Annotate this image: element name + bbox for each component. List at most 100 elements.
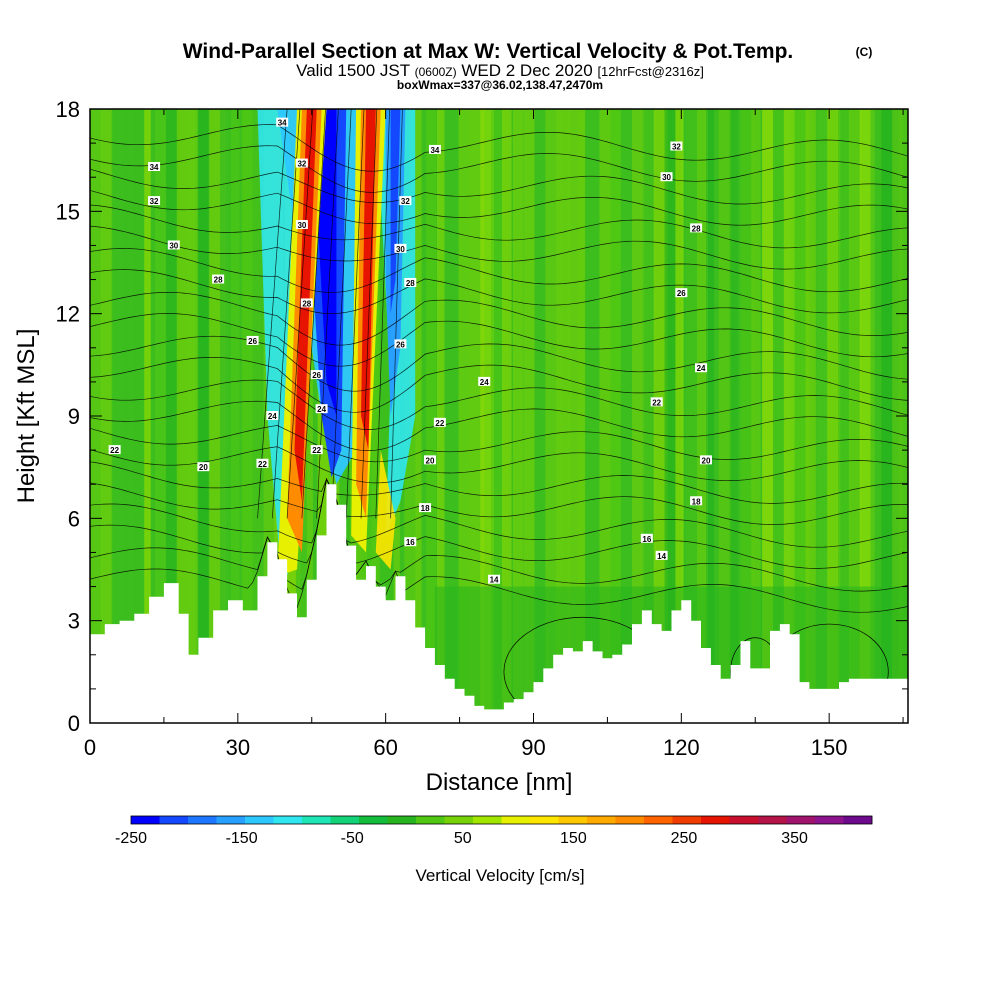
- theta-contour-label: 24: [695, 363, 708, 373]
- velocity-field-stripe: [458, 109, 470, 723]
- updraft-right-red: [361, 109, 376, 451]
- theta-contour-label: 16: [404, 537, 417, 547]
- theta-contour-line-steep: [301, 109, 326, 519]
- colorbar-tick-label: 50: [454, 830, 472, 847]
- chart-title-mark: (C): [856, 45, 873, 59]
- colorbar-tick-label: -150: [226, 830, 258, 847]
- theta-contour-line-steep: [257, 109, 288, 519]
- svg-text:14: 14: [657, 552, 666, 561]
- svg-text:34: 34: [150, 163, 159, 172]
- velocity-field-stripe: [480, 109, 495, 723]
- velocity-field-stripe: [198, 109, 209, 723]
- colorbar-swatch: [444, 816, 474, 824]
- theta-contour-label: 34: [428, 144, 441, 155]
- velocity-field-stripe: [187, 109, 198, 723]
- theta-contour-line: [90, 204, 908, 249]
- velocity-field-stripe: [230, 109, 240, 723]
- subtitle-utc-time: (0600Z): [415, 65, 457, 79]
- theta-contour-line: [90, 478, 908, 592]
- theta-contour-label: 32: [148, 196, 161, 206]
- velocity-field-stripe: [415, 109, 422, 723]
- theta-contour-label: 30: [394, 243, 407, 254]
- chart-title: Wind-Parallel Section at Max W: Vertical…: [183, 40, 794, 63]
- theta-contour-label: 22: [650, 397, 663, 407]
- velocity-field-stripe: [426, 109, 437, 723]
- svg-text:32: 32: [150, 197, 159, 206]
- colorbar-tick-label: -50: [341, 830, 364, 847]
- velocity-field-stripe: [371, 109, 380, 723]
- svg-text:32: 32: [297, 160, 306, 169]
- colorbar-swatch: [729, 816, 759, 824]
- velocity-field-stripe: [534, 109, 547, 723]
- theta-contours: [90, 109, 908, 723]
- svg-text:26: 26: [396, 340, 405, 349]
- velocity-field-stripe: [707, 109, 715, 723]
- svg-text:20: 20: [426, 456, 435, 465]
- theta-contour-label: 24: [266, 411, 279, 421]
- velocity-field-stripe: [805, 109, 816, 723]
- theta-contour-labels: 34 32 30 28 26 22 20 24 22 34 32 30 28 26 24 22 34 32 30 28…: [108, 117, 712, 585]
- colorbar-swatch: [273, 816, 303, 824]
- colorbar-swatch: [501, 816, 531, 824]
- theta-contour-line: [90, 461, 908, 504]
- theta-contour-line: [90, 379, 908, 430]
- y-tick-label: 0: [68, 711, 80, 736]
- velocity-field-stripe: [512, 109, 524, 723]
- theta-contour-label: 26: [310, 370, 323, 380]
- svg-text:30: 30: [169, 241, 178, 250]
- theta-contour-line: [90, 269, 908, 314]
- velocity-field-stripe: [675, 109, 684, 723]
- theta-contour-line: [90, 478, 908, 613]
- x-tick-label: 150: [811, 735, 848, 760]
- svg-text:20: 20: [702, 456, 711, 465]
- svg-text:22: 22: [652, 398, 661, 407]
- velocity-field-stripe: [133, 109, 142, 723]
- theta-contour-line: [90, 478, 908, 525]
- theta-contour-label: 26: [675, 288, 688, 298]
- x-tick-label: 0: [84, 735, 96, 760]
- velocity-field-stripe: [621, 109, 630, 723]
- svg-text:20: 20: [199, 463, 208, 472]
- velocity-field-stripe: [523, 109, 535, 723]
- theta-contour-line: [90, 478, 908, 548]
- theta-contour-label: 32: [399, 196, 412, 206]
- velocity-field-stripe: [729, 109, 739, 723]
- theta-contour-line: [90, 248, 908, 293]
- svg-text:30: 30: [396, 245, 405, 254]
- velocity-field-stripe: [111, 109, 123, 723]
- colorbar-swatch: [615, 816, 645, 824]
- velocity-field-stripe: [144, 109, 151, 723]
- x-tick-label: 90: [521, 735, 545, 760]
- theta-contour-line: [90, 291, 908, 346]
- velocity-field-stripe: [838, 109, 852, 723]
- theta-contour-line: [90, 478, 908, 569]
- velocity-field-stripe: [577, 109, 585, 723]
- colorbar-swatch: [701, 816, 730, 824]
- velocity-field-stripe: [870, 109, 882, 723]
- x-tick-label: 30: [226, 735, 250, 760]
- x-tick-label: 60: [373, 735, 397, 760]
- svg-text:18: 18: [421, 504, 430, 513]
- velocity-field-stripe: [783, 109, 795, 723]
- colorbar-swatch: [159, 816, 189, 824]
- colorbar-swatch: [359, 816, 388, 824]
- velocity-field-stripe: [436, 109, 445, 723]
- colorbar-swatch: [786, 816, 816, 824]
- theta-contour-label: 26: [394, 339, 407, 349]
- velocity-field-stripe: [642, 109, 656, 723]
- svg-text:22: 22: [435, 419, 444, 428]
- svg-text:26: 26: [248, 337, 257, 346]
- colorbar-tick-label: -250: [115, 830, 147, 847]
- x-tick-label: 120: [663, 735, 700, 760]
- vertical-velocity-features: [257, 109, 416, 587]
- theta-contour-label: 22: [310, 445, 323, 455]
- x-axis-label: Distance [nm]: [426, 769, 573, 796]
- theta-contour-line-steep: [286, 109, 314, 519]
- velocity-field-stripe: [751, 109, 761, 723]
- y-axis: 0 3 6 9 12 15 18: [56, 97, 908, 736]
- theta-contour-label: 28: [300, 298, 313, 308]
- svg-text:16: 16: [642, 535, 651, 544]
- y-tick-label: 15: [56, 199, 80, 224]
- x-axis: 0 30 60 90 120 150: [84, 109, 904, 760]
- theta-contour-line: [90, 400, 908, 451]
